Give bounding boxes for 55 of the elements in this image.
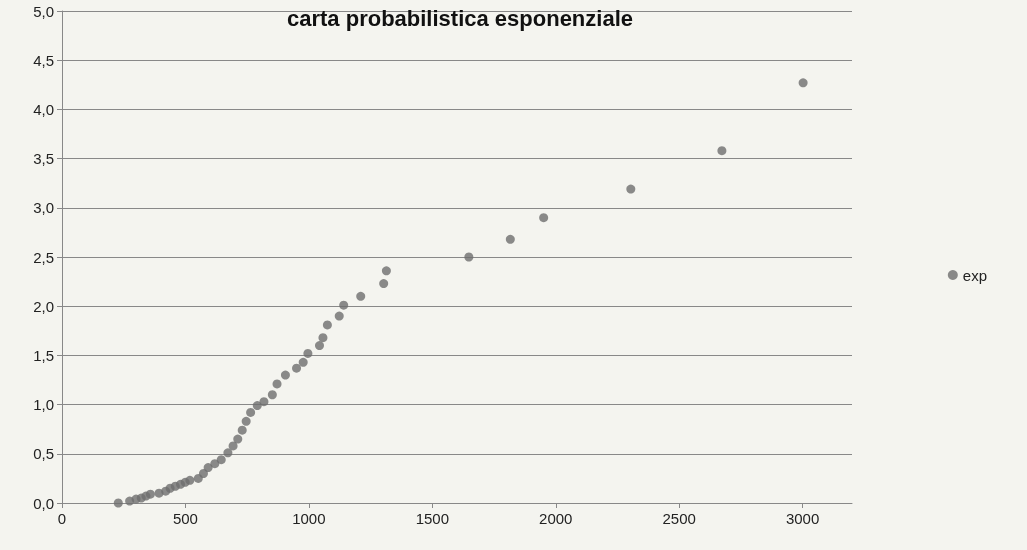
y-tick-label: 3,5 [33, 150, 54, 168]
point [280, 370, 290, 380]
y-tick-label: 2,0 [33, 297, 54, 315]
y-tick-label: 1,0 [33, 396, 54, 414]
point [216, 455, 226, 465]
x-tick-label: 2000 [539, 510, 573, 527]
y-tick-label: 3,0 [33, 199, 54, 217]
point [798, 78, 808, 88]
y-tick-label: 2,5 [33, 248, 54, 266]
point [315, 341, 324, 351]
legend-label: exp [962, 266, 987, 284]
point [322, 320, 332, 330]
point [318, 333, 328, 343]
point [334, 311, 344, 321]
chart-title: carta probabilistica esponenziale [286, 5, 634, 31]
point [145, 489, 155, 499]
point [539, 213, 549, 223]
y-tick-label: 1,5 [33, 346, 54, 364]
x-tick-label: 0 [57, 510, 67, 527]
point [203, 463, 213, 473]
y-tick-label: 0,5 [33, 445, 54, 463]
point [267, 390, 277, 400]
point [241, 416, 251, 426]
point [505, 234, 515, 244]
point [381, 266, 391, 276]
point [228, 441, 238, 451]
point [379, 279, 389, 289]
point [356, 291, 366, 301]
x-tick-label: 3000 [785, 510, 820, 527]
point [292, 363, 302, 373]
point [233, 434, 243, 444]
point [464, 252, 474, 262]
point [210, 459, 220, 469]
point [717, 146, 727, 156]
point [252, 401, 262, 411]
point [298, 357, 308, 367]
point [626, 184, 636, 194]
y-tick-label: 4,0 [33, 100, 54, 118]
point [339, 300, 349, 310]
point [246, 407, 256, 417]
x-tick-label: 1000 [292, 510, 326, 527]
y-tick-label: 5,0 [33, 2, 54, 20]
point [223, 448, 233, 458]
x-tick-label: 1500 [415, 510, 449, 527]
point [303, 348, 313, 358]
point [259, 397, 269, 407]
point [237, 425, 247, 435]
y-tick-label: 4,5 [33, 51, 54, 69]
point [113, 498, 123, 508]
x-tick-label: 500 [172, 510, 198, 527]
point [198, 468, 208, 478]
point [185, 475, 195, 485]
point [272, 379, 282, 389]
x-tick-label: 2500 [662, 510, 696, 527]
y-tick-label: 0,0 [33, 494, 54, 512]
